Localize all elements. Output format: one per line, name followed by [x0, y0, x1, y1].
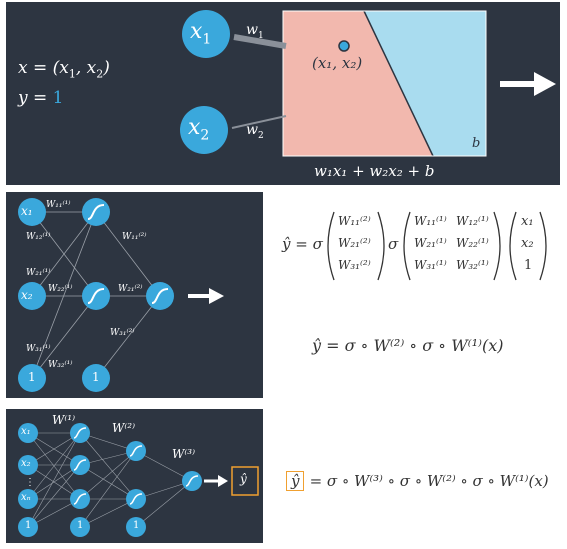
- x-entry: 1: [524, 258, 532, 273]
- layer-label-w3: W⁽³⁾: [172, 447, 195, 461]
- equation-lhs: ŷ = σ: [282, 235, 323, 253]
- deep-composition-equation: ŷ = σ ∘ W⁽³⁾ ∘ σ ∘ W⁽²⁾ ∘ σ ∘ W⁽¹⁾(x): [286, 471, 549, 491]
- w1-entry: W₂₂⁽¹⁾: [456, 236, 489, 250]
- w2-entry: W₃₁⁽²⁾: [338, 258, 371, 272]
- output-label: ŷ: [240, 472, 247, 486]
- weight-label: W₁₂⁽¹⁾: [26, 232, 51, 242]
- input-label-x2: x₂: [21, 288, 33, 302]
- input-label: x₂: [21, 458, 31, 469]
- two-layer-network-panel: x₁ x₂ 1 1 W₁₁⁽¹⁾ W₁₂⁽¹⁾ W₂₁⁽¹⁾ W₂₂⁽¹⁾ W₃…: [6, 192, 263, 398]
- perceptron-diagram: [6, 2, 560, 185]
- w1-entry: W₃₂⁽¹⁾: [456, 258, 489, 272]
- sigma: σ: [388, 235, 398, 253]
- w1-entry: W₂₁⁽¹⁾: [414, 236, 447, 250]
- output-node: [182, 471, 202, 491]
- x-entry: x₂: [521, 236, 534, 251]
- layer-label-w1: W⁽¹⁾: [52, 413, 75, 427]
- bias-label: 1: [133, 520, 139, 531]
- arrow-icon: [209, 288, 224, 304]
- weight-label: W₃₁⁽²⁾: [110, 328, 135, 338]
- bias-label: b: [472, 136, 480, 151]
- input-label: xₙ: [21, 492, 31, 503]
- weight-label: W₃₁⁽¹⁾: [26, 344, 51, 354]
- w1-entry: W₁₁⁽¹⁾: [414, 214, 447, 228]
- deep-network-panel: x₁ x₂ ⋮ xₙ 1 1 1 1 W⁽¹⁾ W⁽²⁾ W⁽³⁾ ŷ: [6, 409, 263, 543]
- weight-label: W₂₁⁽¹⁾: [26, 268, 51, 278]
- hidden-node-2: [82, 282, 110, 310]
- hidden-bias-label: 1: [92, 370, 100, 384]
- perceptron-panel: x = (x1, x2) y = 1 x1 x2 w1 w2 (x₁, x₂) …: [6, 2, 560, 185]
- w1-entry: W₃₁⁽¹⁾: [414, 258, 447, 272]
- ellipsis: ⋮: [25, 477, 35, 488]
- node2-label: x2: [188, 115, 209, 143]
- input-label: x₁: [21, 426, 31, 437]
- weight-w2-label: w2: [246, 122, 264, 141]
- hidden-node-1: [82, 198, 110, 226]
- arrow-icon: [218, 475, 228, 487]
- matrix-equation: ŷ = σ W₁₁⁽²⁾ W₂₁⁽²⁾ W₃₁⁽²⁾ σ W₁₁⁽¹⁾ W₁₂⁽…: [282, 206, 552, 286]
- bias-label: 1: [77, 520, 83, 531]
- weight-label: W₁₁⁽¹⁾: [46, 200, 71, 210]
- bias-label: 1: [25, 520, 31, 531]
- y-hat-highlight: ŷ: [286, 471, 304, 491]
- w2-entry: W₂₁⁽²⁾: [338, 236, 371, 250]
- x-definition: x = (x1, x2): [18, 58, 110, 80]
- hidden-node: [70, 489, 90, 509]
- hidden-node: [126, 489, 146, 509]
- weight-label: W₂₂⁽¹⁾: [48, 284, 73, 294]
- linear-formula: w₁x₁ + w₂x₂ + b: [314, 162, 434, 180]
- y-value: 1: [53, 88, 64, 108]
- two-layer-network: [6, 192, 263, 398]
- y-definition: y = 1: [18, 88, 63, 108]
- composition-equation: ŷ = σ ∘ W⁽²⁾ ∘ σ ∘ W⁽¹⁾(x): [312, 336, 503, 355]
- weight-label: W₂₁⁽²⁾: [118, 284, 143, 294]
- hidden-node: [126, 441, 146, 461]
- weight-w1-label: w1: [246, 22, 264, 41]
- arrow-icon: [534, 72, 556, 96]
- weight-label: W₃₂⁽¹⁾: [48, 360, 73, 370]
- output-node: [146, 282, 174, 310]
- w1-entry: W₁₂⁽¹⁾: [456, 214, 489, 228]
- hidden-node: [70, 455, 90, 475]
- point-label: (x₁, x₂): [312, 54, 362, 72]
- x-entry: x₁: [521, 214, 534, 229]
- deep-equation-rhs: = σ ∘ W⁽³⁾ ∘ σ ∘ W⁽²⁾ ∘ σ ∘ W⁽¹⁾(x): [310, 472, 549, 490]
- weight-label: W₁₁⁽²⁾: [122, 232, 147, 242]
- data-point: [339, 41, 349, 51]
- input-label-x1: x₁: [21, 204, 33, 218]
- layer-label-w2: W⁽²⁾: [112, 421, 135, 435]
- w2-entry: W₁₁⁽²⁾: [338, 214, 371, 228]
- node1-label: x1: [190, 19, 211, 47]
- bias-label: 1: [28, 370, 36, 384]
